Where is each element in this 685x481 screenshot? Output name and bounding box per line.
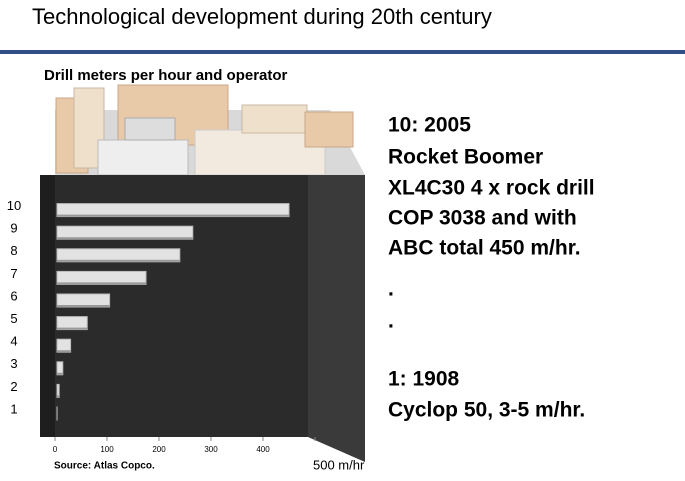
subtitle: Drill meters per hour and operator — [44, 67, 288, 84]
tunnel-floor — [57, 282, 146, 285]
y-tick-label: 7 — [10, 266, 17, 281]
annotation-line: 10: 2005 — [388, 114, 471, 137]
tunnel-floor — [57, 395, 60, 398]
x-tick-label: 500 m/hr — [313, 457, 365, 472]
slide-title: Technological development during 20th ce… — [32, 4, 492, 29]
annotation-line: ABC total 450 m/hr. — [388, 237, 581, 260]
source: Source: Atlas Copco. — [54, 461, 155, 472]
y-tick-label: 8 — [10, 243, 17, 258]
tunnel-floor — [57, 372, 63, 375]
building — [124, 117, 176, 141]
building — [304, 111, 354, 148]
x-tick-label: 0 — [53, 445, 58, 454]
annotation-line: Cyclop 50, 3-5 m/hr. — [388, 399, 585, 422]
annotation-text: 10: 2005 Rocket Boomer XL4C30 4 x rock dri… — [388, 114, 595, 422]
building — [97, 139, 189, 176]
y-tick-label: 10 — [7, 198, 21, 213]
tunnel-floor — [57, 305, 110, 307]
y-tick-label: 3 — [10, 356, 17, 371]
annotation-line: Rocket Boomer — [388, 146, 543, 169]
annotation-line: . — [388, 278, 394, 301]
tunnel-floor — [57, 350, 71, 353]
annotation-line: . — [388, 310, 394, 333]
y-tick-label: 4 — [10, 334, 17, 349]
y-tick-label: 1 — [10, 401, 17, 416]
x-tick-label: 400 — [256, 445, 270, 454]
x-tick-label: 300 — [204, 445, 218, 454]
block-side — [308, 175, 365, 462]
y-tick-label: 9 — [10, 221, 17, 236]
annotation-line: 1: 1908 — [388, 368, 460, 391]
tunnel-floor — [57, 259, 180, 262]
annotation-line: COP 3038 and with — [388, 207, 577, 230]
tunnel-floor — [57, 237, 193, 240]
building — [194, 129, 326, 176]
x-tick-label: 100 — [100, 445, 114, 454]
tunnel-floor — [57, 214, 289, 217]
block-edge — [40, 175, 55, 437]
x-tick-label: 200 — [152, 445, 166, 454]
title-rule — [0, 50, 685, 54]
building — [241, 104, 308, 134]
y-tick-label: 6 — [10, 288, 17, 303]
tunnel-floor — [57, 327, 88, 330]
y-tick-label: 5 — [10, 311, 17, 326]
y-tick-label: 2 — [10, 379, 17, 394]
annotation-line: XL4C30 4 x rock drill — [388, 177, 595, 200]
